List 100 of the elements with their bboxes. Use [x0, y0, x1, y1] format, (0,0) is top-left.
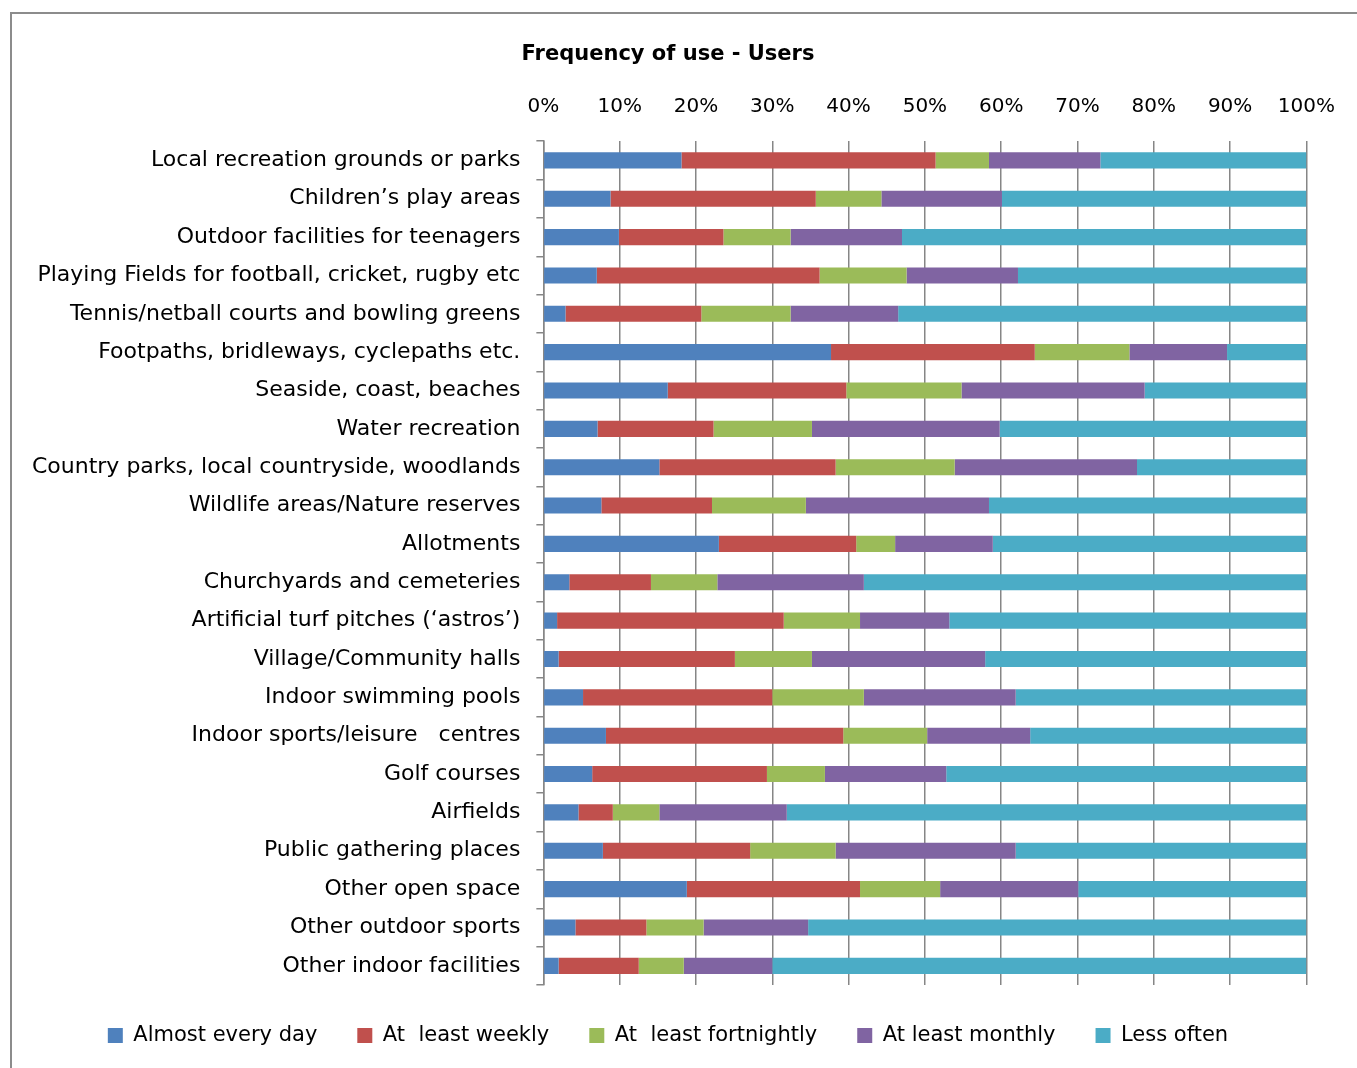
- y-tick-label: Tennis/netball courts and bowling greens: [68, 299, 521, 325]
- bar: [906, 267, 1018, 284]
- bar: [988, 497, 1307, 514]
- bar: [1137, 459, 1307, 476]
- bar: [717, 574, 864, 591]
- x-tick-label: 60%: [978, 93, 1024, 118]
- bar: [544, 881, 687, 898]
- bar: [683, 957, 773, 974]
- legend-label: At least monthly: [882, 1021, 1056, 1046]
- bar: [544, 152, 682, 169]
- bar: [935, 152, 989, 169]
- bar: [605, 727, 844, 744]
- bar: [1227, 344, 1307, 361]
- y-tick-label: Village/Community halls: [253, 644, 521, 670]
- bar: [544, 229, 619, 246]
- bar: [1001, 190, 1307, 207]
- bar: [565, 305, 702, 322]
- bar: [954, 459, 1138, 476]
- bar: [544, 535, 719, 552]
- legend-label: Less often: [1121, 1021, 1229, 1046]
- bar: [544, 382, 668, 399]
- bar: [544, 689, 584, 706]
- bar: [610, 190, 816, 207]
- y-tick-label: Allotments: [402, 529, 521, 555]
- y-tick-label: Other open space: [324, 874, 521, 900]
- bar: [569, 574, 651, 591]
- bar: [1015, 689, 1307, 706]
- bar: [723, 229, 791, 246]
- bar: [659, 459, 836, 476]
- bar: [597, 420, 714, 437]
- y-tick-label: Public gathering places: [263, 836, 521, 862]
- bar: [544, 957, 559, 974]
- bar: [592, 766, 767, 783]
- bar: [701, 305, 791, 322]
- bar: [895, 535, 993, 552]
- bar: [772, 689, 864, 706]
- bar: [596, 267, 820, 284]
- x-tick-label: 50%: [902, 93, 948, 118]
- bar: [831, 344, 1035, 361]
- bar: [712, 497, 806, 514]
- legend-label: Almost every day: [133, 1021, 318, 1046]
- bar: [557, 612, 784, 629]
- bar: [1030, 727, 1307, 744]
- bar: [940, 881, 1079, 898]
- y-tick-label: Local recreation grounds or parks: [150, 146, 521, 172]
- legend-label: At least fortnightly: [614, 1021, 818, 1046]
- bar: [686, 881, 861, 898]
- bar: [618, 229, 724, 246]
- bar: [999, 420, 1307, 437]
- bar: [544, 650, 559, 668]
- bar: [783, 612, 861, 629]
- bar: [713, 420, 812, 437]
- bar: [808, 919, 1307, 936]
- bar: [992, 535, 1307, 552]
- x-tick-label: 10%: [597, 93, 642, 118]
- bar: [558, 957, 639, 974]
- bar: [846, 382, 962, 399]
- bar: [898, 305, 1307, 322]
- bar: [703, 919, 809, 936]
- bar: [843, 727, 928, 744]
- chart-title: Frequency of use - Users: [521, 41, 815, 66]
- bar: [790, 305, 899, 322]
- bar: [815, 190, 882, 207]
- bar: [961, 382, 1145, 399]
- bar: [667, 382, 847, 399]
- bar: [544, 344, 832, 361]
- bar: [750, 842, 836, 859]
- bar: [824, 766, 947, 783]
- bar: [544, 727, 606, 744]
- bar: [1129, 344, 1228, 361]
- bar: [544, 459, 660, 476]
- bar: [602, 842, 751, 859]
- bar: [544, 574, 570, 591]
- y-tick-label: Country parks, local countryside, woodlands: [31, 452, 521, 478]
- bar: [544, 842, 603, 859]
- bar: [575, 919, 647, 936]
- bar: [544, 766, 593, 783]
- x-tick-label: 90%: [1207, 93, 1253, 118]
- legend-label: At least weekly: [382, 1021, 550, 1046]
- bar: [927, 727, 1031, 744]
- bar: [988, 152, 1101, 169]
- bar: [1015, 842, 1307, 859]
- y-tick-label: Artificial turf pitches (‘astros’): [191, 606, 521, 632]
- bar: [1144, 382, 1307, 399]
- bar: [863, 574, 1307, 591]
- bar: [544, 420, 598, 437]
- bar: [612, 804, 660, 821]
- bar: [819, 267, 907, 284]
- y-tick-label: Golf courses: [383, 759, 521, 785]
- bar: [805, 497, 989, 514]
- y-tick-label: Playing Fields for football, cricket, rugby etc: [37, 261, 521, 287]
- bar: [646, 919, 704, 936]
- bar: [659, 804, 787, 821]
- bar: [949, 612, 1307, 629]
- bar: [544, 497, 602, 514]
- y-tick-label: Churchyards and cemeteries: [203, 568, 521, 593]
- y-tick-label: Airfields: [431, 798, 521, 824]
- bar: [544, 267, 597, 284]
- bar: [578, 804, 613, 821]
- x-tick-label: 20%: [673, 93, 719, 118]
